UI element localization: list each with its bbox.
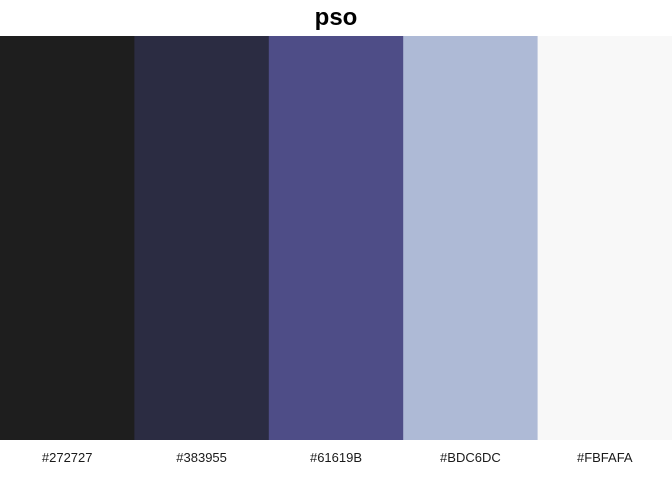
swatch-bar-4 (403, 36, 539, 440)
swatch-label-2: #383955 (176, 450, 227, 465)
swatch-label-5: #FBFAFA (577, 450, 633, 465)
swatch-label-3: #61619B (310, 450, 362, 465)
swatch-label-1: #272727 (42, 450, 93, 465)
chart-title: pso (314, 4, 358, 31)
swatch-bar-1 (0, 36, 135, 440)
swatch-bars (0, 36, 672, 440)
swatch-labels: #272727 #383955 #61619B #BDC6DC #FBFAFA (42, 450, 633, 465)
swatch-bar-5 (537, 36, 672, 440)
swatch-bar-2 (134, 36, 270, 440)
swatch-bar-3 (268, 36, 404, 440)
swatch-label-4: #BDC6DC (440, 450, 501, 465)
